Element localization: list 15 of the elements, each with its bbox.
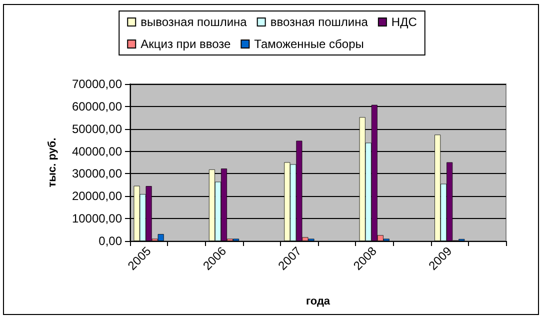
y-tick-label: 0,00 (98, 234, 122, 248)
x-axis-title: года (306, 296, 331, 308)
legend-label: НДС (391, 15, 418, 29)
y-tick-label: 20000,00 (72, 189, 122, 204)
y-tick-label: 60000,00 (72, 99, 122, 114)
y-axis-title: тыс. руб. (46, 138, 58, 188)
legend-label: ввозная пошлина (270, 15, 368, 29)
legend-label: Акциз при ввозе (140, 37, 232, 51)
y-tick-label: 30000,00 (72, 166, 122, 181)
legend-label: вывозная пошлина (140, 15, 248, 29)
legend-label: Таможенные сборы (254, 37, 364, 51)
y-tick-label: 40000,00 (72, 144, 122, 158)
y-tick-label: 70000,00 (72, 77, 122, 91)
y-tick-label: 10000,00 (72, 212, 122, 226)
y-tick-label: 50000,00 (72, 122, 122, 136)
